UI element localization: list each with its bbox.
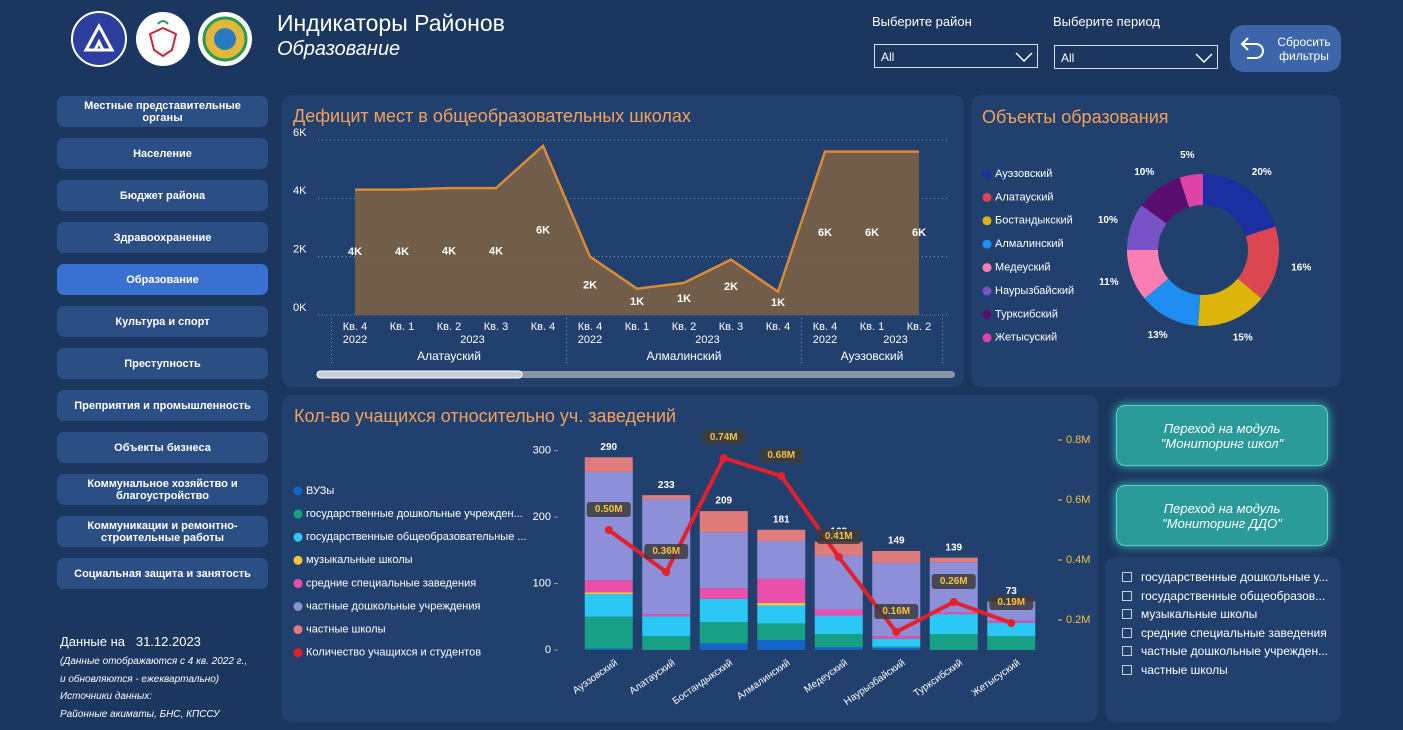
dropdown[interactable]: All: [874, 44, 1038, 68]
chevron: [1195, 53, 1213, 63]
slicer-item[interactable]: средние специальные заведения: [1141, 625, 1327, 640]
panel: [971, 95, 1341, 387]
nav-button[interactable]: Бюджет района: [57, 180, 268, 211]
module-button-label: "Мониторинг ДДО": [1162, 515, 1282, 531]
module-button-label: Переход на модуль: [1163, 500, 1281, 516]
reset-button[interactable]: Сбросить фильтры: [1230, 25, 1341, 72]
footer-note: и обновляются - ежеквартально): [60, 673, 220, 685]
panel: [282, 395, 1098, 722]
date-label: Данные на: [60, 634, 125, 649]
panel: [282, 95, 964, 387]
checkbox[interactable]: [1122, 664, 1132, 675]
slicer-item[interactable]: частные школы: [1141, 662, 1228, 677]
data-date-row: Данные на 31.12.2023: [60, 634, 201, 649]
filter-label: Выберите период: [1053, 14, 1160, 29]
footer-note: (Данные отображаются с 4 кв. 2022 г.,: [60, 656, 248, 667]
filter-label: Выберите район: [872, 14, 972, 29]
nav-button[interactable]: Преступность: [57, 348, 268, 379]
logo-icon: [83, 22, 115, 52]
checkbox[interactable]: [1122, 609, 1132, 619]
nav-button[interactable]: Культура и спорт: [57, 306, 268, 337]
module-button-label: Переход на модуль: [1163, 420, 1281, 436]
logo-icon: [214, 28, 236, 50]
checkbox[interactable]: [1122, 646, 1132, 656]
dropdown-value: All: [881, 50, 895, 64]
module-button-label: "Мониторинг школ": [1160, 435, 1284, 451]
reset-icon: [1240, 37, 1264, 59]
slicer-item[interactable]: государственные общеобразов...: [1141, 588, 1326, 603]
nav-button[interactable]: Преприятия и промышленность: [57, 390, 268, 421]
module-button[interactable]: Переход на модуль "Мониторинг ДДО": [1116, 485, 1328, 546]
nav-button[interactable]: Социальная защита и занятость: [57, 558, 268, 589]
slicer-item[interactable]: музыкальные школы: [1141, 607, 1258, 621]
checkbox[interactable]: [1122, 590, 1132, 601]
reset-label: фильтры: [1279, 49, 1329, 63]
nav-button[interactable]: Население: [57, 138, 268, 169]
nav-button[interactable]: Коммунальное хозяйство и благоустройство: [57, 474, 268, 505]
module-button[interactable]: Переход на модуль "Мониторинг школ": [1116, 405, 1328, 466]
nav-button[interactable]: Объекты бизнеса: [57, 432, 268, 463]
logo: [136, 12, 190, 66]
chevron: [1015, 52, 1033, 62]
logo-icon: [148, 26, 178, 58]
slicer-item[interactable]: государственные дошкольные у...: [1141, 570, 1329, 584]
nav-button[interactable]: Коммуникации и ремонтно-строительные раб…: [57, 516, 268, 547]
nav-button[interactable]: Здравоохранение: [57, 222, 268, 253]
nav-button[interactable]: Образование: [57, 264, 268, 295]
footer-note: Источники данных:: [60, 691, 153, 702]
page-subtitle: Образование: [277, 38, 401, 60]
logos: [71, 11, 252, 67]
page-title: Индикаторы Районов: [277, 10, 505, 36]
slicer-panel: [1105, 557, 1341, 722]
slicer-item[interactable]: частные дошкольные учрежден...: [1141, 644, 1329, 658]
nav-button[interactable]: Местные представительные органы: [57, 96, 268, 127]
dropdown-value: All: [1061, 51, 1075, 65]
checkbox[interactable]: [1122, 627, 1132, 638]
footer-note: Районные акиматы, БНС, КПССУ: [60, 708, 220, 720]
logo-icon: [157, 20, 169, 25]
reset-label: Сбросить: [1277, 35, 1331, 49]
checkbox[interactable]: [1122, 572, 1132, 582]
dropdown[interactable]: All: [1054, 45, 1218, 69]
date-value: 31.12.2023: [135, 634, 201, 649]
